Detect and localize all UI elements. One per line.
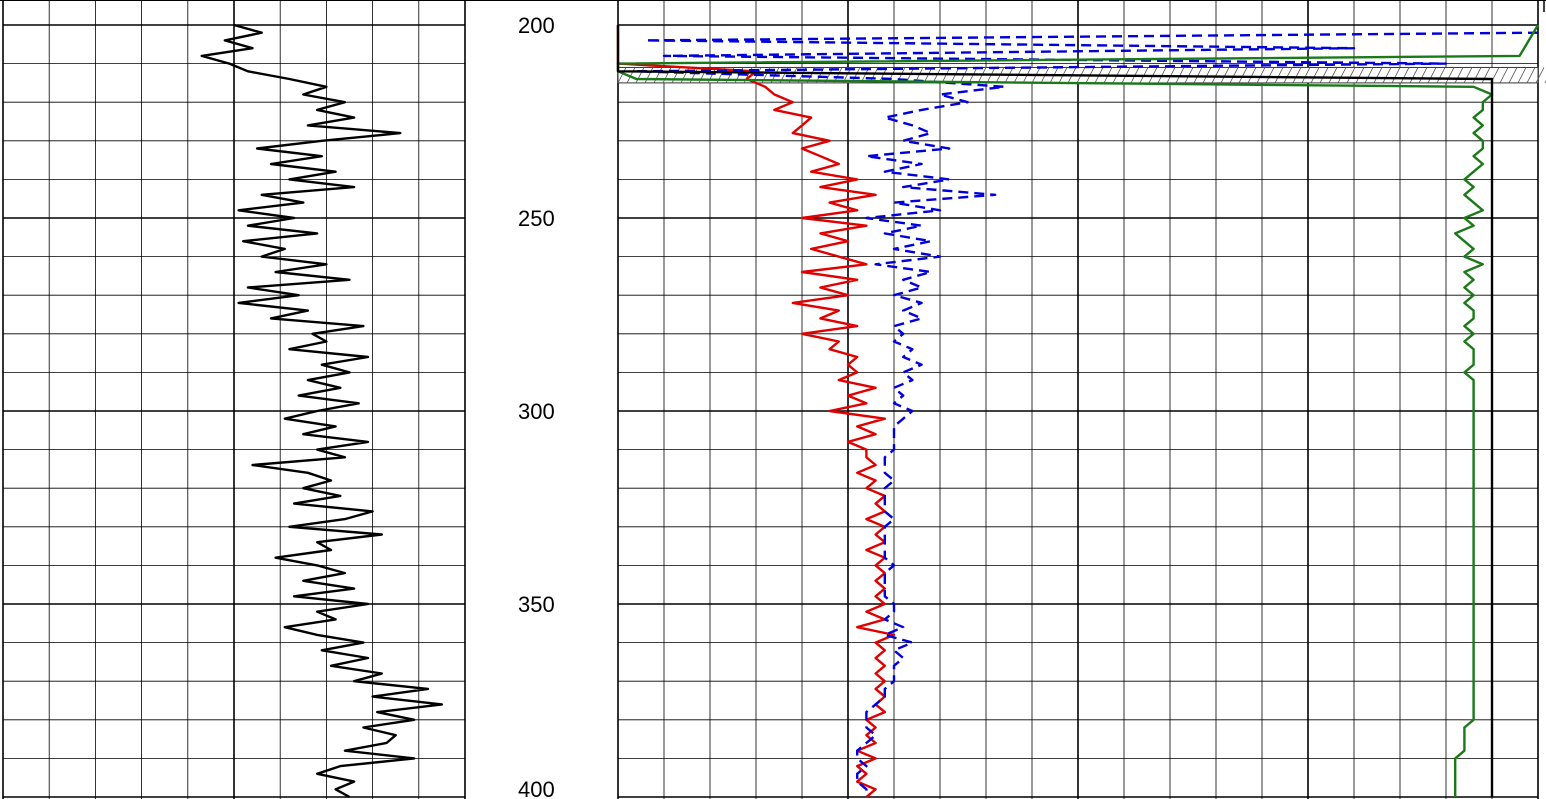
hatch-stroke (635, 67, 645, 84)
hatch-stroke (1499, 67, 1509, 84)
hatch-stroke (1418, 67, 1428, 84)
hatch-stroke (1238, 67, 1248, 84)
hatch-stroke (1211, 67, 1221, 84)
depth-label: 300 (518, 399, 555, 424)
hatch-stroke (626, 67, 636, 84)
hatch-stroke (1535, 67, 1545, 84)
hatch-stroke (1427, 67, 1437, 84)
hatch-stroke (1247, 67, 1257, 84)
hatch-stroke (1328, 67, 1338, 84)
log-curve-0 (616, 25, 896, 798)
hatch-stroke (1355, 67, 1365, 84)
hatch-stroke (1472, 67, 1482, 84)
hatch-stroke (1526, 67, 1536, 84)
hatch-stroke (1274, 67, 1284, 84)
hatch-stroke (1517, 67, 1527, 84)
hatch-stroke (617, 67, 627, 84)
hatch-stroke (1382, 67, 1392, 84)
hatch-stroke (1445, 67, 1455, 84)
hatch-stroke (1229, 67, 1239, 84)
depth-label: 400 (518, 777, 555, 799)
hatch-stroke (1364, 67, 1374, 84)
hatch-stroke (1202, 67, 1212, 84)
log-curve-3 (616, 25, 1494, 797)
hatch-stroke (1292, 67, 1302, 84)
hatch-stroke (1346, 67, 1356, 84)
hatch-stroke (1193, 67, 1203, 84)
log-curve-2 (616, 24, 1540, 797)
log-curves (200, 23, 1540, 799)
hatch-stroke (1337, 67, 1347, 84)
hatch-stroke (1463, 67, 1473, 84)
depth-label: 350 (518, 592, 555, 617)
hatch-stroke (1283, 67, 1293, 84)
hatch-stroke (1301, 67, 1311, 84)
hatch-stroke (644, 67, 654, 84)
hatch-stroke (1319, 67, 1329, 84)
hatch-stroke (1310, 67, 1320, 84)
hatch-stroke (1409, 67, 1419, 84)
depth-label: 250 (518, 206, 555, 231)
depth-label: 200 (518, 13, 555, 38)
log-curve-0 (200, 23, 444, 799)
hatch-stroke (1436, 67, 1446, 84)
depth-axis-labels: 200 250 300 350 400 (518, 13, 555, 799)
hatch-stroke (1481, 67, 1491, 84)
right-track-grid (617, 0, 1539, 799)
hatch-stroke (1400, 67, 1410, 84)
hatch-stroke (1256, 67, 1266, 84)
hatch-stroke (1508, 67, 1518, 84)
hatch-stroke (1391, 67, 1401, 84)
hatch-stroke (1265, 67, 1275, 84)
hatch-stroke (1220, 67, 1230, 84)
hatch-stroke (1454, 67, 1464, 84)
log-curve-1 (635, 31, 1539, 797)
hatch-stroke (1373, 67, 1383, 84)
